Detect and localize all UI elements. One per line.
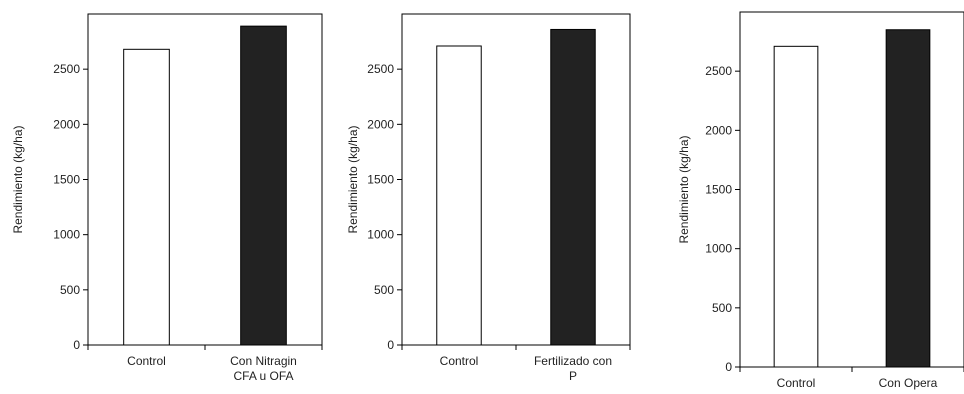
y-tick-label: 1500 [53,173,80,187]
x-category-line: Control [127,354,166,368]
x-category-label: Fertilizado con P [534,354,612,383]
x-category-label: Control [440,354,479,368]
bar-1 [436,45,482,346]
x-category-label: Con Opera [879,376,938,390]
y-axis-label: Rendimiento (kg/ha) [11,125,25,233]
y-tick-label: 1500 [367,173,394,187]
bar-2 [550,28,596,346]
plot-frame [739,11,964,368]
bar-1 [123,48,170,346]
y-tick-label: 2000 [367,117,394,131]
bar-2 [885,29,931,368]
chart-panel-3: 0 500 1000 1500 2000 2500 Rendimiento (kg/ha) C… [677,11,964,390]
y-tick-label: 1000 [705,242,732,256]
y-tick-label: 0 [73,338,80,352]
chart-panel-1: 0 500 1000 1500 2000 2500 Rendimiento (kg/ha) C… [11,13,323,383]
y-tick-label: 0 [725,360,732,374]
x-category-line: Con Nitragin [230,354,297,368]
y-axis-label: Rendimiento (kg/ha) [346,125,360,233]
bar-2 [240,25,287,346]
y-tick-label: 2500 [53,62,80,76]
y-tick-label: 0 [387,338,394,352]
x-category-label: Control [777,376,816,390]
plot-frame [401,13,631,346]
x-category-line: Control [440,354,479,368]
y-tick-label: 500 [60,283,80,297]
x-category-line: Con Opera [879,376,938,390]
chart-panel-2: 0 500 1000 1500 2000 2500 Rendimiento (kg/ha) C… [346,13,631,383]
x-category-line: Fertilizado con [534,354,612,368]
y-tick-label: 2000 [705,123,732,137]
x-category-label: Con Nitragin CFA u OFA [230,354,297,383]
y-tick-label: 500 [374,283,394,297]
y-tick-label: 1000 [367,228,394,242]
y-tick-label: 2000 [53,117,80,131]
y-tick-label: 2500 [367,62,394,76]
y-axis-label: Rendimiento (kg/ha) [677,135,691,243]
x-category-line: CFA u OFA [233,369,293,383]
y-tick-label: 1000 [53,228,80,242]
plot-frame [87,13,323,346]
y-tick-label: 1500 [705,183,732,197]
bar-1 [773,45,819,368]
x-category-line: Control [777,376,816,390]
x-category-label: Control [127,354,166,368]
y-tick-label: 500 [712,301,732,315]
x-category-line: P [569,369,577,383]
y-tick-label: 2500 [705,64,732,78]
